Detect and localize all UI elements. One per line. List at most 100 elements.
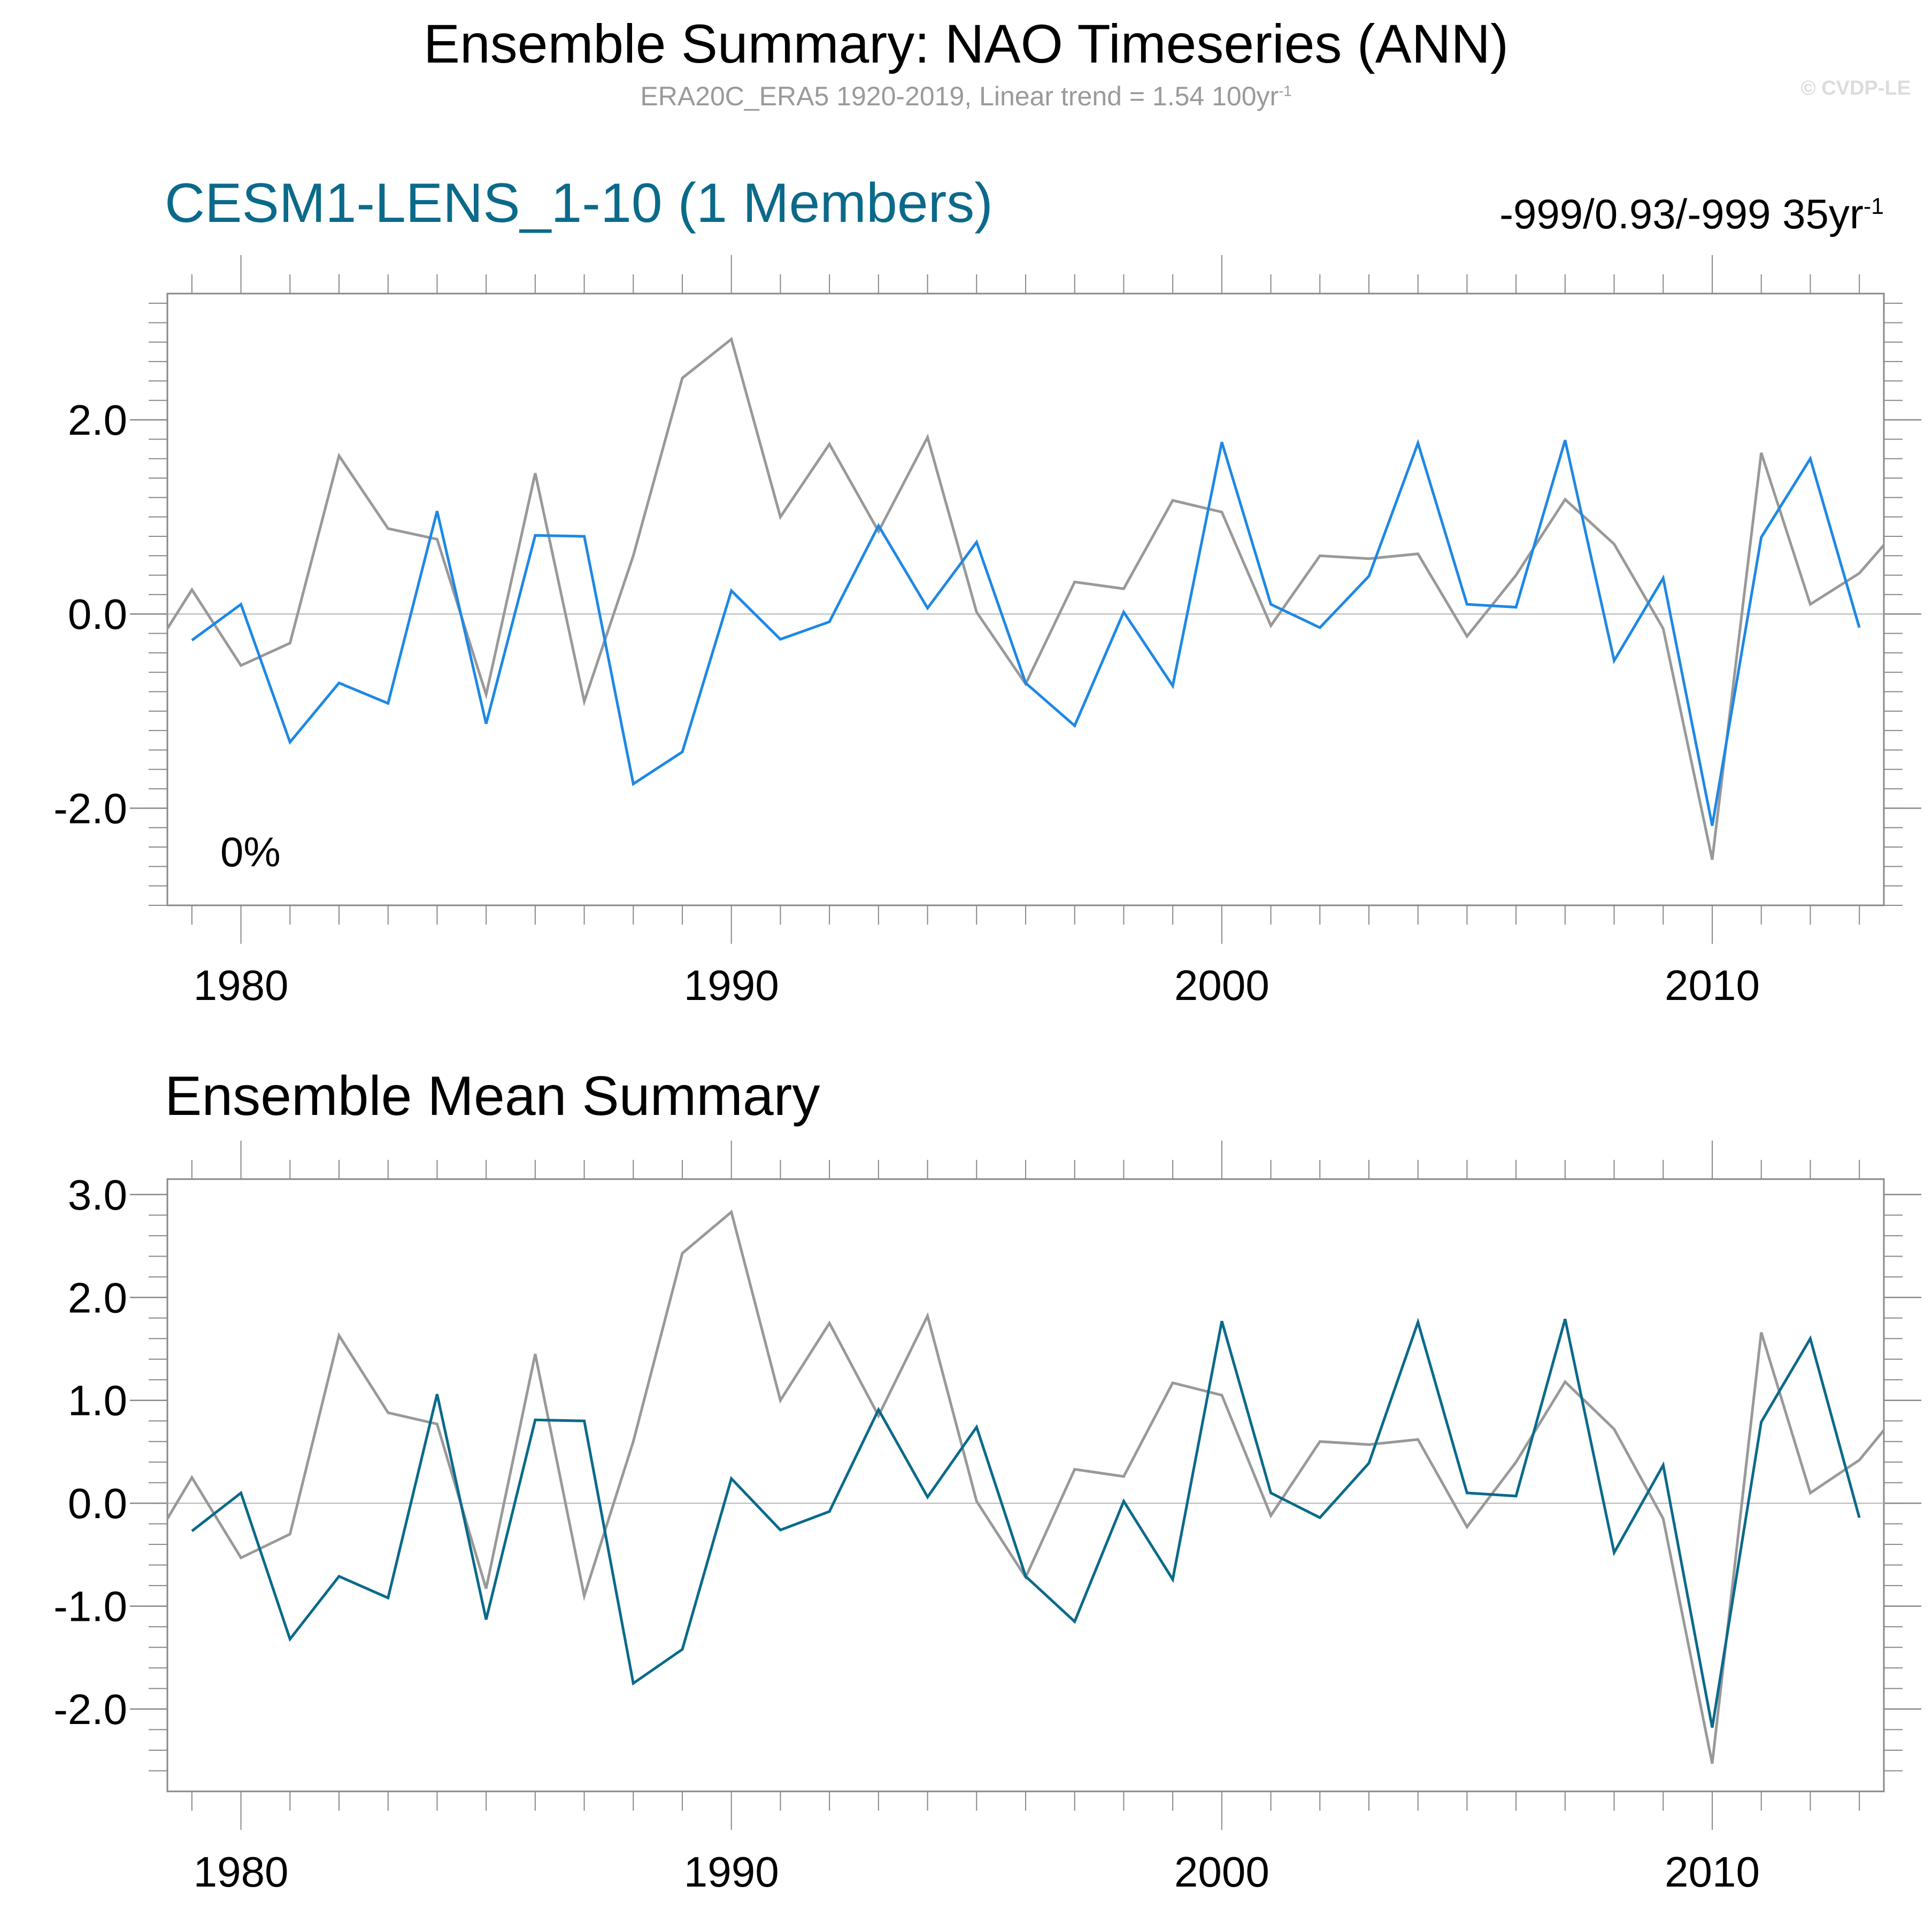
- panel2-title: Ensemble Mean Summary: [165, 1065, 820, 1127]
- data-point: [1564, 1318, 1566, 1320]
- data-point: [1809, 457, 1812, 460]
- data-point: [534, 472, 536, 474]
- data-point: [583, 535, 586, 538]
- y-tick-label: 3.0: [68, 1171, 127, 1219]
- data-point: [632, 1682, 635, 1684]
- subtitle: ERA20C_ERA5 1920-2019, Linear trend = 1.…: [0, 80, 1932, 112]
- series-observed: [166, 336, 1885, 861]
- data-point: [1172, 684, 1174, 687]
- data-point: [534, 1419, 536, 1421]
- data-point: [583, 1595, 586, 1597]
- data-point: [436, 538, 438, 541]
- series-line: [191, 1318, 1861, 1728]
- data-point: [1760, 536, 1762, 538]
- data-point: [1809, 603, 1812, 606]
- data-point: [877, 530, 880, 533]
- data-point: [1613, 1428, 1615, 1430]
- data-point: [1122, 611, 1125, 613]
- data-point: [1417, 1321, 1419, 1323]
- x-tick-label: 2000: [1174, 1848, 1269, 1896]
- data-point: [1269, 1514, 1272, 1517]
- data-point: [485, 694, 488, 696]
- data-point: [926, 1314, 929, 1317]
- data-point: [1319, 1440, 1321, 1443]
- data-point: [1711, 858, 1714, 861]
- data-point: [779, 638, 782, 641]
- x-tick-label: 1980: [194, 961, 289, 1009]
- data-point: [975, 1500, 978, 1503]
- data-point: [1466, 1526, 1468, 1528]
- panel1-trend-text: -999/0.93/-999 35yr-1: [1499, 188, 1884, 240]
- series-observed: [166, 1210, 1885, 1764]
- data-point: [485, 1618, 488, 1621]
- data-point: [1809, 1337, 1812, 1340]
- data-point: [681, 377, 684, 380]
- plot-frame: [166, 1178, 1885, 1792]
- data-point: [1564, 1381, 1566, 1383]
- data-point: [1466, 635, 1468, 638]
- data-point: [1269, 1491, 1272, 1494]
- data-point: [1662, 627, 1665, 630]
- data-point: [730, 338, 733, 341]
- data-point: [338, 682, 341, 684]
- data-point: [926, 607, 929, 610]
- data-point: [387, 527, 389, 530]
- data-point: [1858, 626, 1861, 629]
- data-point: [1613, 1551, 1615, 1554]
- data-point: [1269, 603, 1272, 606]
- data-point: [975, 1426, 978, 1428]
- data-point: [1319, 555, 1321, 557]
- y-tick-label: 2.0: [68, 1274, 127, 1321]
- panel1-title: CESM1-LENS_1-10 (1 Members): [165, 172, 993, 234]
- data-point: [166, 627, 169, 630]
- data-point: [289, 741, 291, 743]
- data-point: [1220, 511, 1223, 513]
- data-point: [338, 1334, 341, 1337]
- data-point: [1760, 451, 1762, 454]
- series-cesm1-lens-member: [191, 438, 1861, 827]
- data-point: [1662, 1518, 1665, 1520]
- y-tick-label: 0.0: [68, 1480, 127, 1527]
- x-tick-label: 2010: [1665, 1848, 1760, 1896]
- data-point: [1122, 588, 1125, 590]
- data-point: [1417, 442, 1419, 444]
- data-point: [1417, 552, 1419, 555]
- data-point: [877, 525, 880, 527]
- data-point: [1711, 825, 1714, 827]
- data-point: [877, 1414, 880, 1417]
- trend-value: -999/0.93/-999 35yr: [1499, 190, 1864, 237]
- data-point: [485, 1587, 488, 1590]
- data-point: [1515, 1461, 1518, 1464]
- data-point: [1172, 499, 1174, 502]
- data-point: [1883, 544, 1885, 547]
- data-point: [166, 1518, 169, 1520]
- data-point: [289, 1638, 291, 1641]
- data-point: [1122, 1500, 1125, 1503]
- data-point: [436, 510, 438, 512]
- data-point: [436, 1393, 438, 1396]
- data-point: [1368, 1462, 1371, 1465]
- data-point: [1220, 441, 1223, 443]
- watermark: © CVDP-LE: [1800, 77, 1911, 99]
- series-ensemble-mean: [191, 1318, 1861, 1729]
- y-tick-label: 0.0: [68, 590, 127, 638]
- y-tick-label: 2.0: [68, 396, 127, 444]
- data-point: [828, 1510, 831, 1513]
- data-point: [1760, 1331, 1762, 1334]
- data-point: [240, 664, 242, 667]
- percent-label: 0%: [220, 828, 281, 875]
- data-point: [779, 515, 782, 518]
- data-point: [730, 1477, 733, 1480]
- data-point: [1711, 1726, 1714, 1729]
- data-point: [828, 1322, 831, 1325]
- data-point: [730, 1211, 733, 1213]
- data-point: [1319, 1517, 1321, 1519]
- data-point: [387, 1597, 389, 1599]
- data-point: [632, 555, 635, 557]
- data-point: [1122, 1475, 1125, 1478]
- data-point: [1613, 543, 1615, 545]
- trend-superscript: -1: [1863, 194, 1884, 219]
- data-point: [632, 783, 635, 786]
- data-point: [828, 620, 831, 623]
- data-point: [1613, 659, 1615, 662]
